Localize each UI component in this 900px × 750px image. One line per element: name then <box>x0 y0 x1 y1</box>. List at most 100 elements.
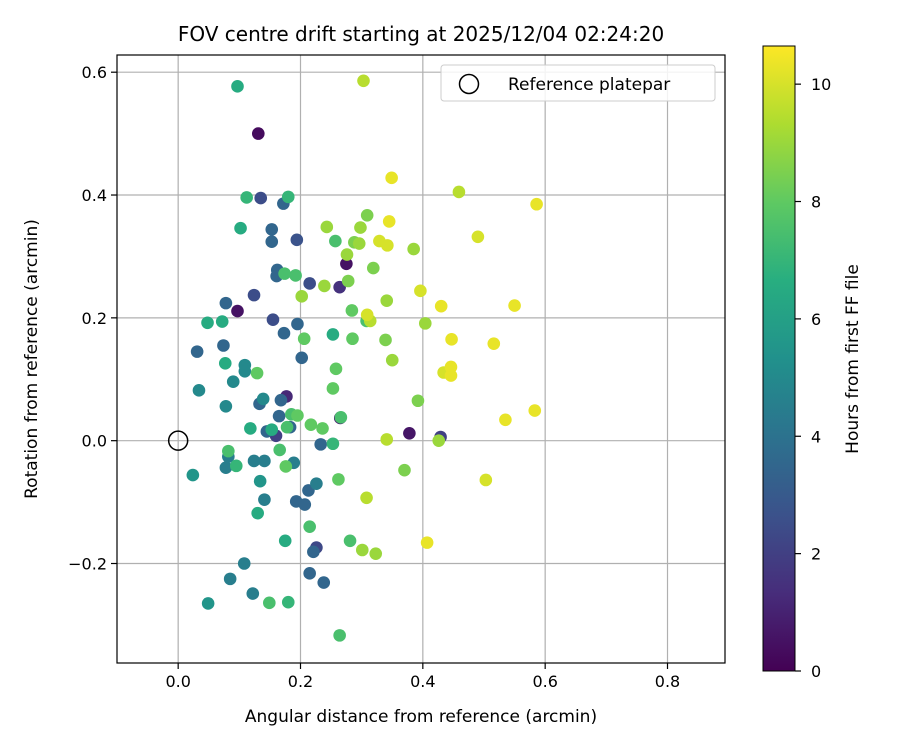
colorbar-label: Hours from first FF file <box>843 264 863 454</box>
data-point <box>251 506 264 520</box>
data-point <box>266 313 280 326</box>
data-point <box>385 353 399 367</box>
data-point <box>398 463 411 477</box>
data-point <box>420 536 434 549</box>
data-point <box>403 427 416 440</box>
data-point <box>291 317 304 331</box>
data-points <box>186 74 543 642</box>
data-point <box>345 304 359 317</box>
data-point <box>471 230 485 244</box>
data-point <box>357 74 370 88</box>
data-point <box>303 520 316 533</box>
data-point <box>355 543 369 557</box>
data-point <box>240 191 253 204</box>
data-point <box>310 477 323 490</box>
data-point <box>265 235 279 248</box>
data-point <box>231 80 244 93</box>
data-point <box>329 234 342 248</box>
data-point <box>381 239 394 252</box>
data-point <box>186 468 200 482</box>
y-tick-label: −0.2 <box>68 555 107 574</box>
data-point <box>190 345 204 358</box>
plot-frame <box>116 54 726 664</box>
data-point <box>407 242 420 256</box>
data-point <box>238 364 252 378</box>
data-point <box>318 279 331 293</box>
data-point <box>226 375 240 389</box>
data-point <box>320 220 334 234</box>
data-point <box>247 288 261 302</box>
x-tick-label: 0.4 <box>410 672 435 691</box>
data-point <box>281 595 295 609</box>
data-point <box>366 261 380 275</box>
data-point <box>316 422 329 435</box>
data-point <box>452 185 466 199</box>
data-point <box>192 384 206 397</box>
data-point <box>411 394 425 408</box>
data-point <box>246 587 260 600</box>
colorbar-tick-label: 4 <box>811 427 821 446</box>
data-point <box>219 296 233 310</box>
data-point <box>317 576 331 589</box>
data-point <box>223 572 237 586</box>
data-point <box>360 208 374 222</box>
data-point <box>231 304 244 318</box>
colorbar-ticks: 0 2 4 6 8 10 <box>795 75 831 681</box>
data-point <box>380 433 394 446</box>
colorbar-tick-label: 0 <box>811 662 821 681</box>
x-tick-label: 0.2 <box>288 672 313 691</box>
y-tick-label: 0.2 <box>82 309 107 328</box>
data-point <box>352 237 366 250</box>
data-point <box>530 197 543 211</box>
data-point <box>343 534 357 548</box>
data-point <box>290 233 304 247</box>
data-point <box>272 409 286 423</box>
data-point <box>280 420 294 434</box>
colorbar-tick-label: 2 <box>811 545 821 564</box>
data-point <box>307 545 320 559</box>
data-point <box>274 393 288 407</box>
data-point <box>340 257 353 271</box>
data-point <box>314 438 327 451</box>
data-point <box>244 422 257 435</box>
data-point <box>229 459 243 473</box>
data-point <box>217 339 230 352</box>
colorbar-tick-label: 6 <box>811 310 821 329</box>
data-point <box>215 315 229 328</box>
data-point <box>360 308 374 322</box>
data-point <box>508 299 521 312</box>
data-point <box>295 290 309 303</box>
y-tick-label: 0.6 <box>82 63 107 82</box>
reference-platepar-point <box>167 430 189 451</box>
y-tick-label: 0.4 <box>82 186 107 205</box>
data-point <box>369 547 383 560</box>
data-point <box>234 221 247 235</box>
data-point <box>445 333 458 346</box>
data-point <box>291 409 304 422</box>
data-point <box>329 362 343 376</box>
data-point <box>263 596 276 610</box>
data-point <box>258 493 271 506</box>
chart-title: FOV centre drift starting at 2025/12/04 … <box>178 22 664 46</box>
data-point <box>341 274 355 288</box>
data-point <box>219 399 233 413</box>
legend: Reference platepar <box>440 64 716 102</box>
data-point <box>528 404 542 417</box>
data-point <box>237 557 251 570</box>
x-axis-label: Angular distance from reference (arcmin) <box>245 707 597 727</box>
legend-marker <box>458 73 480 95</box>
data-point <box>250 366 264 380</box>
y-axis-label: Rotation from reference (arcmin) <box>22 219 42 499</box>
data-point <box>298 498 312 511</box>
data-point <box>379 333 392 347</box>
y-tick-label: 0.0 <box>82 432 107 451</box>
data-point <box>253 474 267 488</box>
data-point <box>297 332 311 346</box>
reference-marker <box>167 430 189 451</box>
grid-lines <box>117 55 725 663</box>
data-point <box>434 299 448 313</box>
x-tick-label: 0.6 <box>532 672 557 691</box>
data-point <box>354 221 367 234</box>
data-point <box>279 460 293 473</box>
